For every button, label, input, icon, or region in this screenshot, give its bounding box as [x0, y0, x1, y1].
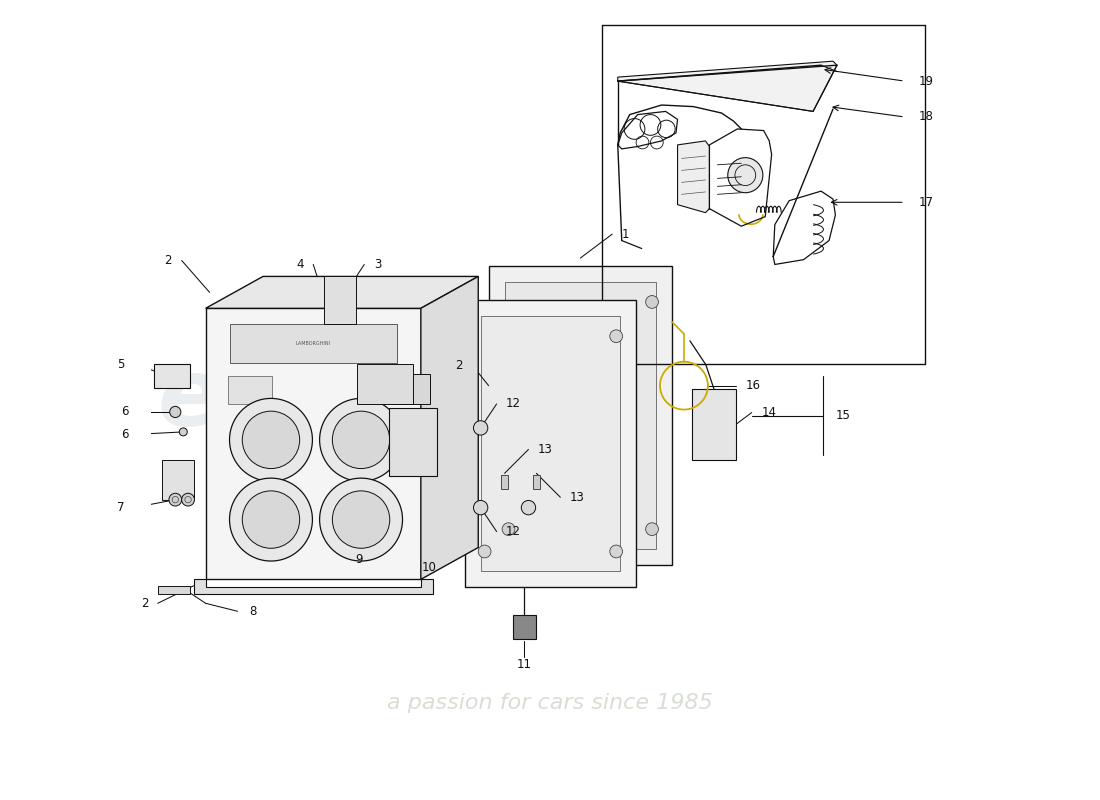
Text: 11: 11 [517, 658, 532, 671]
Polygon shape [505, 282, 656, 549]
Text: 16: 16 [746, 379, 760, 392]
Circle shape [230, 478, 312, 561]
Text: 17: 17 [918, 196, 933, 209]
Text: eurocars: eurocars [157, 354, 624, 446]
Circle shape [179, 428, 187, 436]
Circle shape [521, 501, 536, 515]
Polygon shape [502, 475, 508, 490]
Circle shape [646, 522, 659, 535]
Text: 8: 8 [250, 605, 256, 618]
Text: 10: 10 [421, 561, 437, 574]
Circle shape [230, 398, 312, 482]
Bar [692, 389, 736, 460]
Bar [397, 374, 430, 404]
Text: 2: 2 [165, 254, 172, 267]
Circle shape [473, 421, 487, 435]
Text: 5: 5 [117, 358, 124, 370]
Circle shape [169, 406, 180, 418]
Text: 12: 12 [506, 398, 521, 410]
Text: 9: 9 [355, 553, 363, 566]
Polygon shape [206, 308, 421, 579]
Text: 13: 13 [538, 443, 553, 456]
Circle shape [609, 545, 623, 558]
Text: 13: 13 [570, 490, 585, 504]
Polygon shape [206, 277, 478, 308]
Polygon shape [513, 615, 537, 639]
Circle shape [169, 494, 182, 506]
Polygon shape [481, 316, 620, 571]
Polygon shape [162, 460, 194, 500]
Circle shape [646, 295, 659, 308]
Circle shape [332, 411, 389, 469]
Text: 14: 14 [761, 406, 777, 419]
Bar [228, 376, 272, 404]
Polygon shape [324, 277, 356, 324]
Text: 2: 2 [455, 359, 463, 372]
Polygon shape [194, 579, 432, 594]
Circle shape [609, 330, 623, 342]
Circle shape [320, 398, 403, 482]
Polygon shape [358, 364, 412, 404]
Polygon shape [157, 586, 189, 594]
Text: 6: 6 [121, 406, 129, 418]
Bar [230, 324, 397, 362]
Text: 15: 15 [835, 409, 850, 422]
Polygon shape [678, 141, 710, 213]
Circle shape [503, 522, 515, 535]
Text: 18: 18 [918, 110, 933, 123]
Text: 2: 2 [141, 597, 149, 610]
Circle shape [478, 545, 491, 558]
Text: 19: 19 [918, 74, 933, 88]
Polygon shape [464, 300, 636, 587]
Polygon shape [421, 277, 478, 579]
Circle shape [332, 491, 389, 548]
Circle shape [473, 501, 487, 515]
Circle shape [242, 491, 299, 548]
Text: 12: 12 [506, 525, 521, 538]
Circle shape [242, 411, 299, 469]
Text: 4: 4 [296, 258, 304, 271]
Bar [154, 364, 189, 388]
Bar [389, 408, 437, 476]
Circle shape [182, 494, 195, 506]
Polygon shape [488, 266, 672, 565]
Text: LAMBORGHINI: LAMBORGHINI [296, 341, 331, 346]
Text: a passion for cars since 1985: a passion for cars since 1985 [387, 693, 713, 713]
Text: 6: 6 [121, 428, 129, 441]
Circle shape [728, 158, 763, 193]
Text: 3: 3 [374, 258, 382, 271]
Text: 7: 7 [117, 501, 124, 514]
Polygon shape [534, 475, 540, 490]
Polygon shape [618, 61, 837, 111]
Circle shape [320, 478, 403, 561]
Text: 2: 2 [428, 414, 436, 426]
Text: 1: 1 [621, 228, 629, 241]
